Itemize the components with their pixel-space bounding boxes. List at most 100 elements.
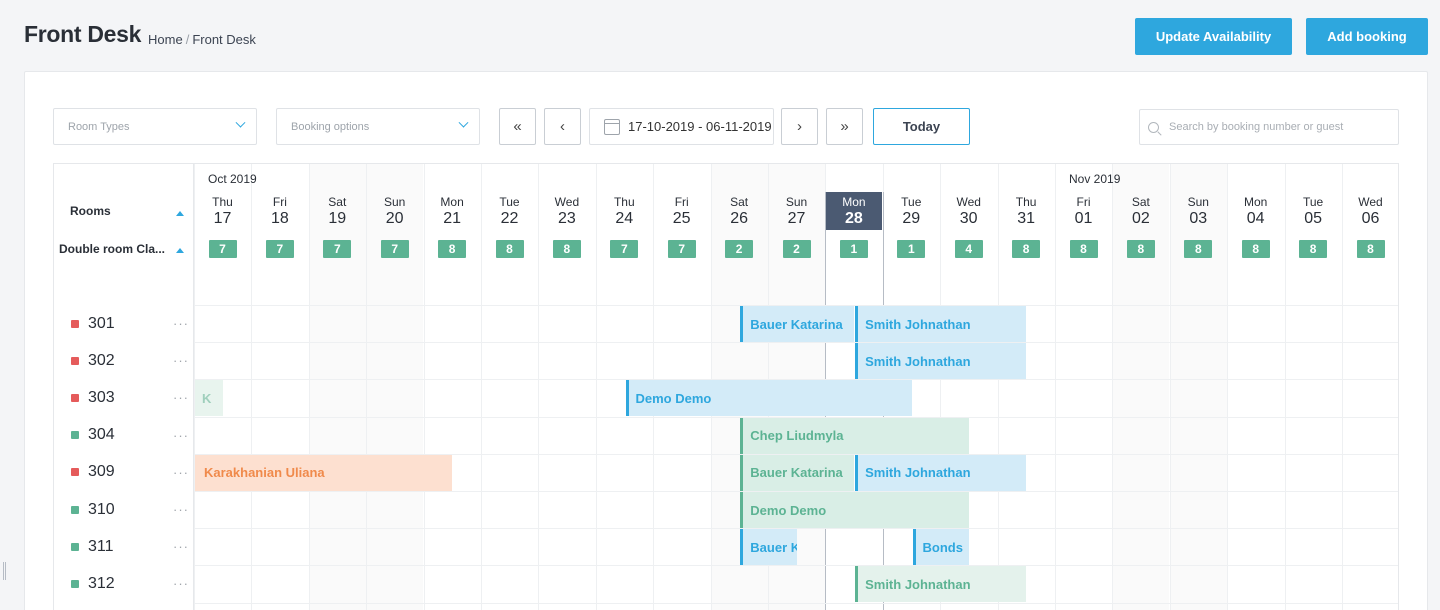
booking-bar[interactable]: Chep Liudmyla [740, 417, 969, 454]
more-options-icon[interactable]: ··· [173, 316, 189, 331]
room-number: 310 [88, 500, 115, 518]
day-name: Mon [440, 195, 464, 209]
day-name: Sun [785, 195, 808, 209]
breadcrumb-separator: / [185, 32, 190, 47]
room-status-indicator [71, 431, 79, 440]
day-header[interactable]: Mon 04 [1227, 192, 1284, 230]
date-range-value: 17-10-2019 - 06-11-2019 [628, 119, 772, 134]
calendar-icon [604, 118, 620, 135]
room-row[interactable]: 312 ··· [54, 565, 194, 602]
day-header[interactable]: Tue 05 [1285, 192, 1342, 230]
day-date: 28 [844, 210, 863, 227]
day-column [940, 164, 997, 610]
search-input[interactable] [1169, 121, 1389, 133]
day-date: 05 [1304, 210, 1322, 227]
day-column [423, 164, 481, 610]
date-range-input[interactable]: 17-10-2019 - 06-11-2019 [589, 108, 774, 145]
day-header[interactable]: Tue 29 [883, 192, 940, 230]
room-type-header[interactable]: Double room Cla... [59, 242, 166, 256]
room-row[interactable]: 302 ··· [54, 342, 194, 379]
availability-badge: 8 [1241, 240, 1270, 258]
day-header[interactable]: Fri 01 [1055, 192, 1112, 230]
day-header[interactable]: Thu 17 [194, 192, 251, 230]
room-types-select[interactable]: Room Types [53, 108, 257, 145]
room-number: 311 [88, 537, 114, 555]
more-options-icon[interactable]: ··· [173, 464, 189, 480]
booking-options-select[interactable]: Booking options [276, 108, 480, 145]
availability-badge: 1 [839, 240, 868, 258]
more-options-icon[interactable]: ··· [173, 427, 189, 443]
day-name: Fri [272, 195, 287, 209]
month-label: Nov 2019 [1069, 172, 1121, 186]
booking-bar[interactable]: Bauer Katarina [740, 529, 797, 566]
day-header[interactable]: Fri 25 [653, 192, 710, 230]
sort-asc-icon[interactable] [176, 248, 184, 253]
more-options-icon[interactable]: ··· [173, 539, 189, 555]
day-header[interactable]: Thu 24 [596, 192, 653, 230]
booking-bar[interactable]: Smith Johnathan [855, 566, 1027, 603]
room-row[interactable]: 309 ··· [54, 454, 194, 491]
next-button[interactable]: › [781, 108, 818, 145]
today-button[interactable]: Today [873, 108, 970, 145]
day-column [1169, 164, 1227, 610]
room-row[interactable]: 303 ··· [54, 379, 194, 416]
more-options-icon[interactable]: ··· [173, 576, 189, 592]
availability-badge: 4 [954, 240, 983, 258]
update-availability-button[interactable]: Update Availability [1135, 18, 1292, 55]
day-name: Wed [956, 195, 981, 209]
availability-badge: 8 [438, 240, 467, 258]
day-header[interactable]: Fri 18 [251, 192, 308, 230]
day-header[interactable]: Sat 19 [309, 192, 366, 230]
day-name: Wed [1358, 195, 1383, 209]
sort-asc-icon[interactable] [176, 211, 184, 216]
more-options-icon[interactable]: ··· [173, 353, 189, 369]
day-header[interactable]: Sun 20 [366, 192, 423, 230]
day-header[interactable]: Wed 06 [1342, 192, 1398, 230]
day-header-today[interactable]: Mon 28 [825, 192, 883, 230]
day-name: Sat [730, 195, 749, 209]
booking-bar[interactable]: Bauer Katarina [740, 306, 855, 342]
booking-bar[interactable]: Demo Demo [625, 380, 912, 417]
booking-bar[interactable]: Demo Demo [740, 492, 969, 528]
booking-options-placeholder: Booking options [291, 120, 370, 133]
day-date: 31 [1017, 210, 1035, 227]
day-header[interactable]: Sat 26 [711, 192, 768, 230]
room-row[interactable]: 304 ··· [54, 417, 194, 454]
day-header[interactable]: Tue 22 [481, 192, 538, 230]
previous-button[interactable]: ‹ [544, 108, 581, 145]
room-row[interactable]: 311 ··· [54, 528, 194, 565]
booking-bar[interactable]: Bauer Katarina [740, 454, 855, 491]
resize-handle[interactable] [3, 562, 6, 580]
availability-badge: 7 [610, 240, 639, 258]
day-header[interactable]: Mon 21 [424, 192, 481, 230]
rooms-header[interactable]: Rooms [70, 204, 111, 218]
add-booking-button[interactable]: Add booking [1306, 18, 1428, 55]
day-header[interactable]: Sun 03 [1170, 192, 1227, 230]
availability-badge: 8 [1012, 240, 1041, 258]
room-row[interactable]: 301 ··· [54, 305, 194, 342]
more-options-icon[interactable]: ··· [173, 502, 189, 517]
booking-bar[interactable]: Bonds [912, 529, 969, 566]
day-header[interactable]: Wed 30 [940, 192, 997, 230]
row-divider [194, 305, 1398, 306]
day-header[interactable]: Wed 23 [538, 192, 595, 230]
room-number: 304 [88, 426, 115, 444]
booking-bar[interactable]: Karakhanian Uliana [195, 454, 453, 491]
more-options-icon[interactable]: ··· [173, 390, 189, 406]
day-header[interactable]: Sun 27 [768, 192, 825, 230]
availability-badge: 8 [1126, 240, 1155, 258]
booking-bar[interactable]: Smith Johnathan [855, 454, 1027, 491]
day-header[interactable]: Sat 02 [1112, 192, 1169, 230]
day-date: 23 [557, 210, 576, 227]
day-name: Mon [1244, 195, 1268, 209]
day-header[interactable]: Thu 31 [998, 192, 1055, 230]
first-page-button[interactable]: « [499, 108, 536, 145]
room-row[interactable]: 310 ··· [54, 491, 194, 528]
last-page-button[interactable]: » [826, 108, 863, 145]
page-title: Front Desk [24, 21, 142, 47]
booking-bar[interactable]: Smith Johnathan [855, 343, 1027, 380]
day-column [1227, 164, 1284, 610]
breadcrumb-home[interactable]: Home [148, 32, 183, 47]
booking-bar[interactable]: Smith Johnathan [855, 306, 1027, 342]
booking-bar[interactable]: K [195, 380, 223, 417]
